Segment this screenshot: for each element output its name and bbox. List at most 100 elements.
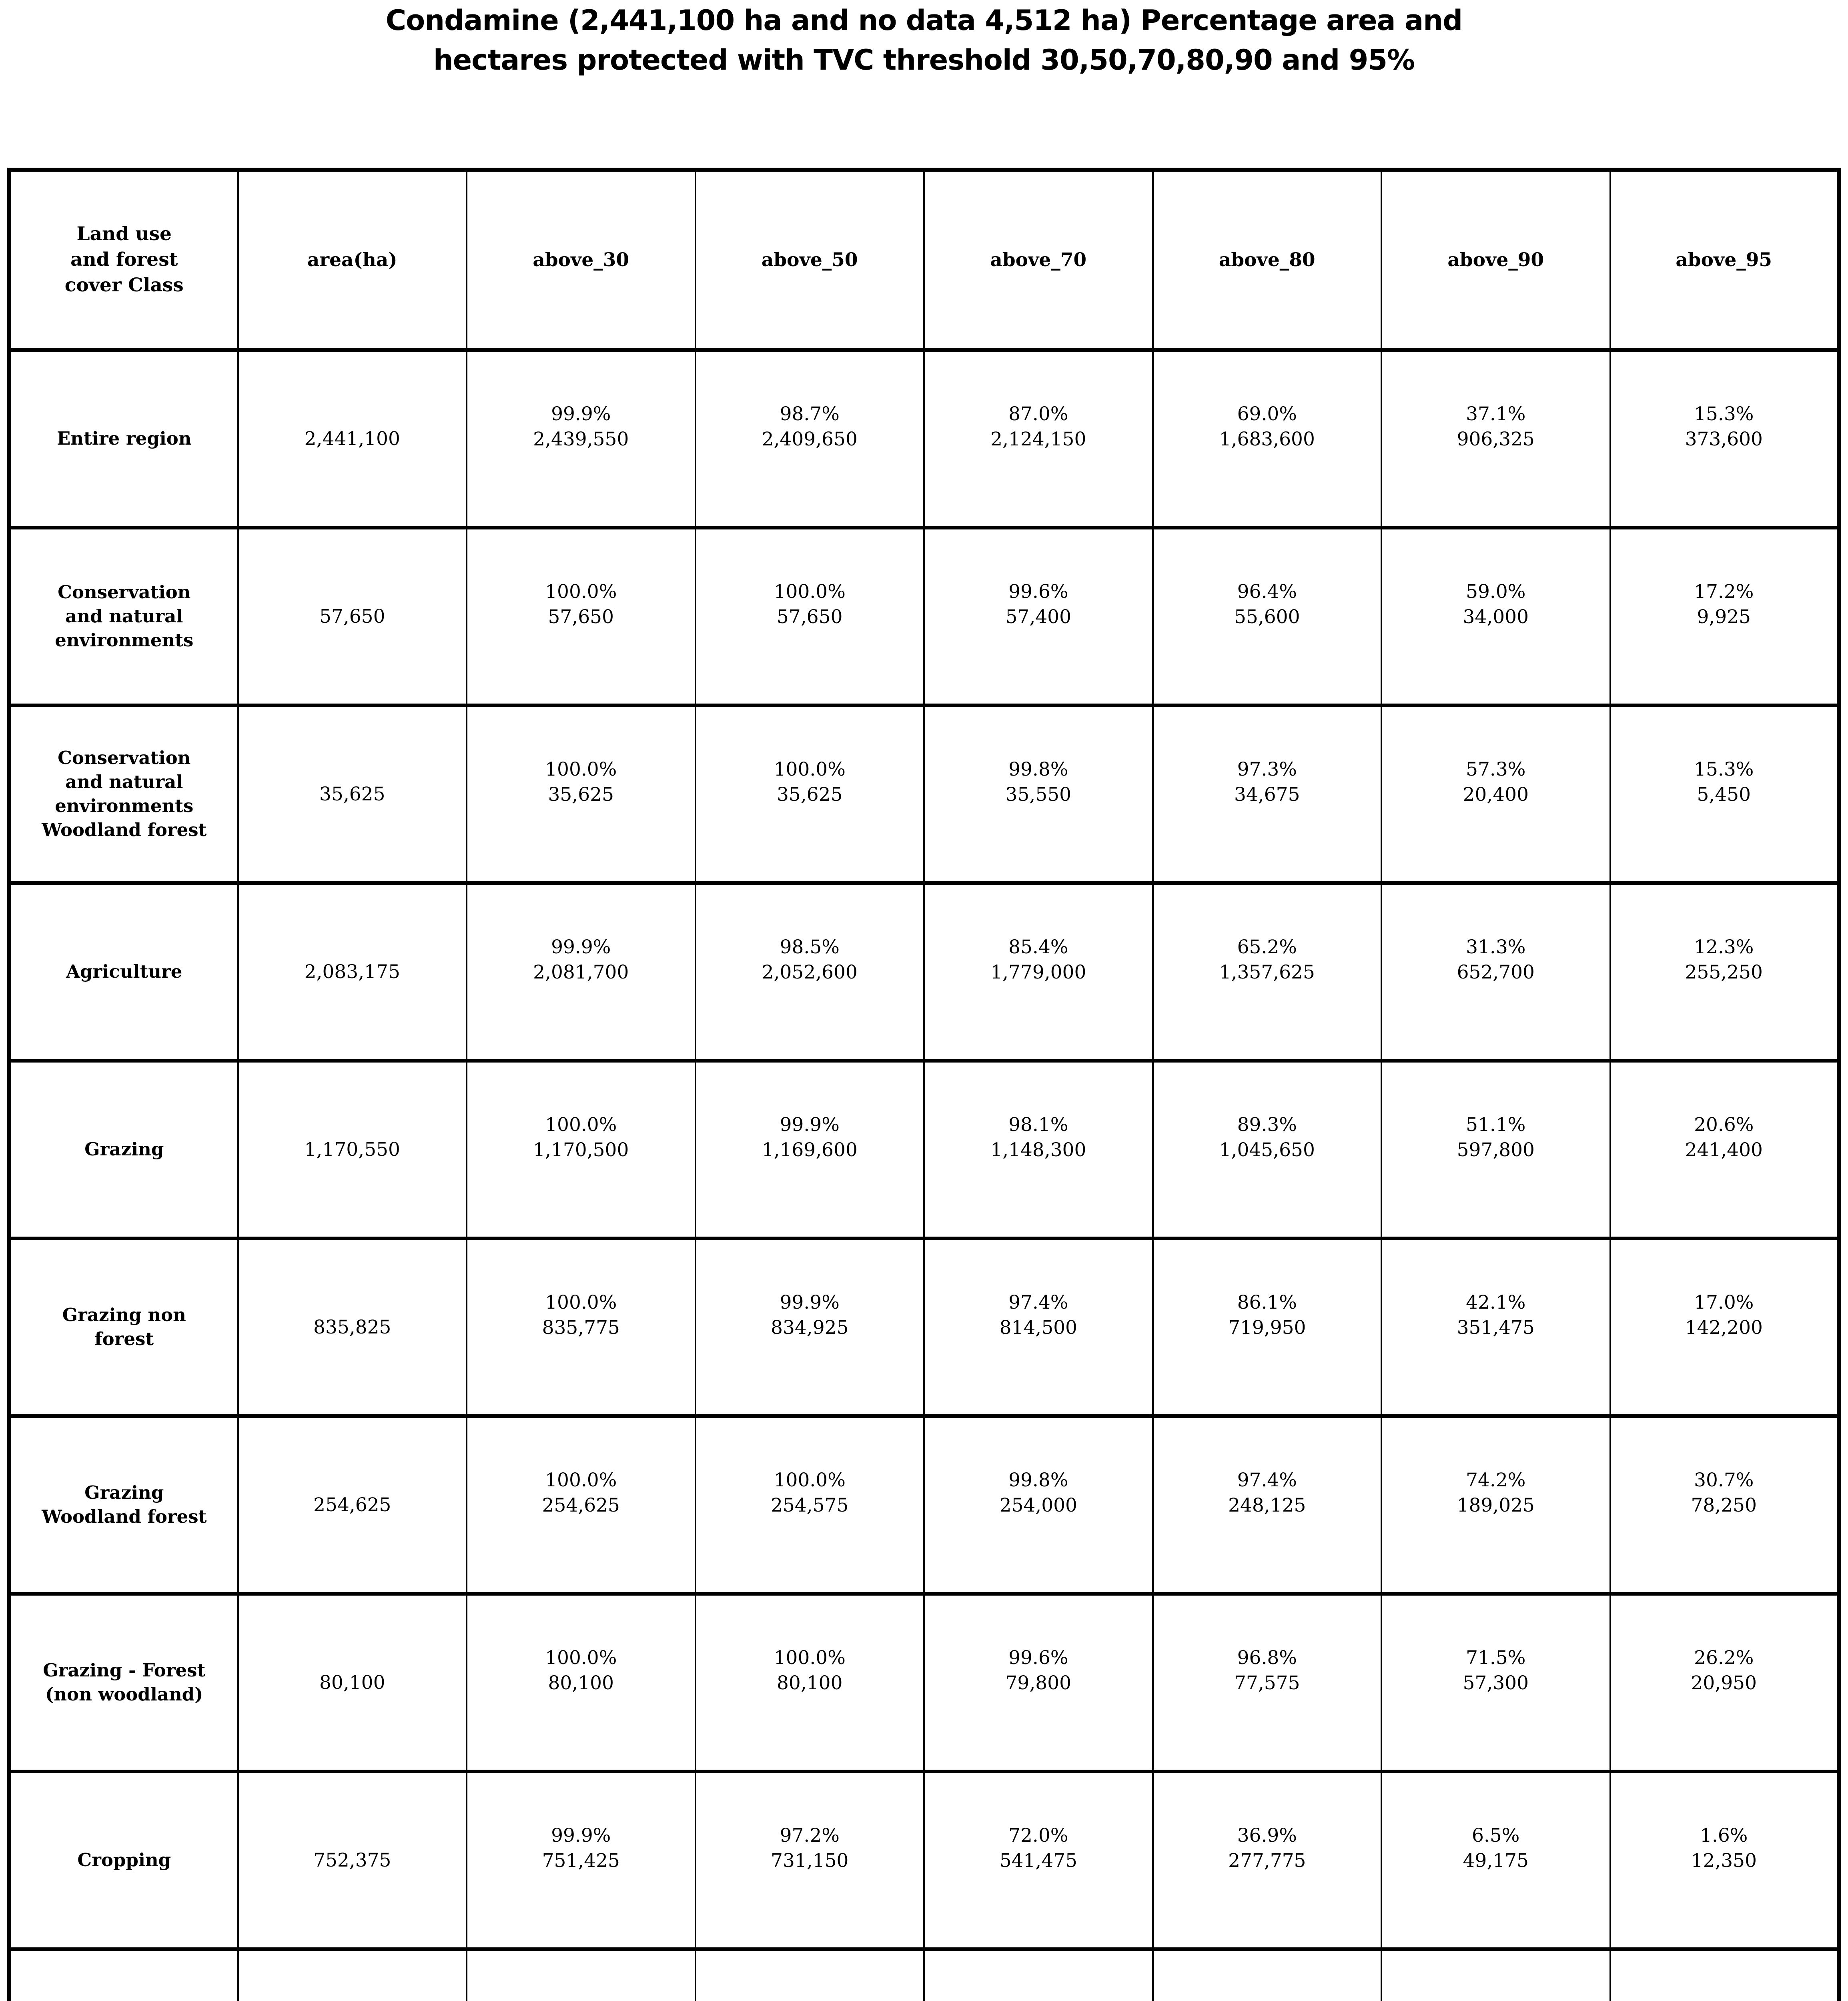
hectares-value: 277,775 [1228, 1850, 1306, 1872]
percent-value: 57.3% [1466, 758, 1526, 780]
percent-value: 59.0% [1466, 581, 1526, 603]
above-50-cell: 97.2% 731,150 [694, 1769, 925, 1951]
table-row: Irrigation 159,975 99.7%159,500 94.7%151… [8, 1947, 1840, 2001]
row-label-cell: Conservation and natural environments Wo… [8, 703, 239, 885]
percent-value: 99.9% [551, 936, 611, 958]
percent-value: 100.0% [774, 1647, 846, 1669]
percent-value: 99.8% [1008, 758, 1068, 780]
tvc-protection-table: Land use and forest cover Class area(ha)… [7, 168, 1841, 2001]
area-value: 1,170,550 [304, 1138, 400, 1161]
percent-value: 26.2% [1694, 1647, 1754, 1669]
percent-value: 97.2% [780, 1825, 840, 1847]
hectares-value: 254,000 [999, 1494, 1077, 1516]
above-80-cell: 89.3% 1,045,650 [1152, 1059, 1382, 1240]
hectares-value: 254,625 [542, 1494, 620, 1516]
percent-value: 20.6% [1694, 1114, 1754, 1136]
area-value: 752,375 [313, 1849, 391, 1871]
area-cell: 1,170,550 [237, 1059, 467, 1240]
hectares-value: 1,683,600 [1219, 428, 1315, 450]
percent-value: 6.5% [1472, 1825, 1520, 1847]
row-label: Cropping [77, 1849, 171, 1871]
hectares-value: 35,625 [777, 784, 843, 806]
percent-value: 98.7% [780, 403, 840, 425]
hectares-value: 1,170,500 [533, 1139, 629, 1161]
hectares-value: 255,250 [1685, 961, 1763, 983]
above-70-cell: 85.4% 1,779,000 [923, 881, 1154, 1063]
hectares-value: 652,700 [1457, 961, 1535, 983]
area-cell: 254,625 [237, 1414, 467, 1596]
area-value: 2,083,175 [304, 960, 400, 983]
hectares-value: 814,500 [999, 1317, 1077, 1339]
row-label: Grazing [84, 1139, 164, 1160]
hectares-value: 9,925 [1697, 606, 1751, 628]
table-row: Conservation and natural environments 57… [8, 525, 1840, 707]
hectares-value: 142,200 [1685, 1317, 1763, 1339]
area-cell: 752,375 [237, 1769, 467, 1951]
header-above-50: above_50 [694, 168, 925, 352]
percent-value: 98.5% [780, 936, 840, 958]
page-title: Condamine (2,441,100 ha and no data 4,51… [0, 1, 1848, 80]
percent-value: 99.9% [551, 1825, 611, 1847]
above-90-cell: 57.3% 20,400 [1381, 703, 1611, 885]
hectares-value: 541,475 [999, 1850, 1077, 1872]
area-cell: 35,625 [237, 703, 467, 885]
hectares-value: 835,775 [542, 1317, 620, 1339]
percent-value: 12.3% [1694, 936, 1754, 958]
above-90-cell: 42.1% 351,475 [1381, 1236, 1611, 1418]
percent-value: 86.1% [1237, 1291, 1297, 1313]
above-95-cell: 30.7% 78,250 [1609, 1414, 1840, 1596]
above-30-cell: 100.0% 254,625 [466, 1414, 696, 1596]
hectares-value: 57,650 [548, 606, 614, 628]
hectares-value: 80,100 [548, 1672, 614, 1694]
hectares-value: 79,800 [1005, 1672, 1071, 1694]
above-80-cell: 36.9% 277,775 [1152, 1769, 1382, 1951]
header-above-70: above_70 [923, 168, 1154, 352]
above-50-cell: 100.0% 80,100 [694, 1592, 925, 1773]
percent-value: 98.1% [1008, 1114, 1068, 1136]
percent-value: 100.0% [545, 1469, 617, 1491]
percent-value: 89.3% [1237, 1114, 1297, 1136]
row-label-cell: Agriculture [8, 881, 239, 1063]
above-30-cell: 100.0% 57,650 [466, 525, 696, 707]
above-30-cell: 100.0% 1,170,500 [466, 1059, 696, 1240]
hectares-value: 77,575 [1234, 1672, 1300, 1694]
row-label-cell: Entire region [8, 348, 239, 529]
above-30-cell: 99.9% 751,425 [466, 1769, 696, 1951]
hectares-value: 5,450 [1697, 784, 1751, 806]
row-label: Conservation and natural environments Wo… [42, 747, 207, 840]
above-50-cell: 94.7%151,575 [694, 1947, 925, 2001]
hectares-value: 20,400 [1463, 784, 1529, 806]
above-80-cell: 21.3%34,000 [1152, 1947, 1382, 2001]
percent-value: 85.4% [1008, 936, 1068, 958]
above-30-cell: 99.7%159,500 [466, 1947, 696, 2001]
percent-value: 69.0% [1237, 403, 1297, 425]
percent-value: 99.9% [551, 403, 611, 425]
hectares-value: 1,357,625 [1219, 961, 1315, 983]
percent-value: 100.0% [774, 1469, 846, 1491]
percent-value: 30.7% [1694, 1469, 1754, 1491]
above-50-cell: 100.0% 35,625 [694, 703, 925, 885]
hectares-value: 2,081,700 [533, 961, 629, 983]
hectares-value: 751,425 [542, 1850, 620, 1872]
above-90-cell: 74.2% 189,025 [1381, 1414, 1611, 1596]
hectares-value: 34,675 [1234, 784, 1300, 806]
percent-value: 72.0% [1008, 1825, 1068, 1847]
area-value: 835,825 [313, 1316, 391, 1338]
hectares-value: 241,400 [1685, 1139, 1763, 1161]
hectares-value: 1,045,650 [1219, 1139, 1315, 1161]
above-80-cell: 96.4% 55,600 [1152, 525, 1382, 707]
above-90-cell: 6.5% 49,175 [1381, 1769, 1611, 1951]
table-row: Conservation and natural environments Wo… [8, 703, 1840, 885]
header-class: Land use and forest cover Class [8, 168, 239, 352]
above-95-cell: 17.2% 9,925 [1609, 525, 1840, 707]
row-label: Grazing - Forest (non woodland) [43, 1660, 206, 1705]
area-cell: 2,441,100 [237, 348, 467, 529]
above-70-cell: 99.6% 57,400 [923, 525, 1154, 707]
row-label-cell: Grazing [8, 1059, 239, 1240]
hectares-value: 20,950 [1691, 1672, 1757, 1694]
row-label-cell: Grazing - Forest (non woodland) [8, 1592, 239, 1773]
percent-value: 36.9% [1237, 1825, 1297, 1847]
above-30-cell: 100.0% 835,775 [466, 1236, 696, 1418]
percent-value: 100.0% [545, 581, 617, 603]
